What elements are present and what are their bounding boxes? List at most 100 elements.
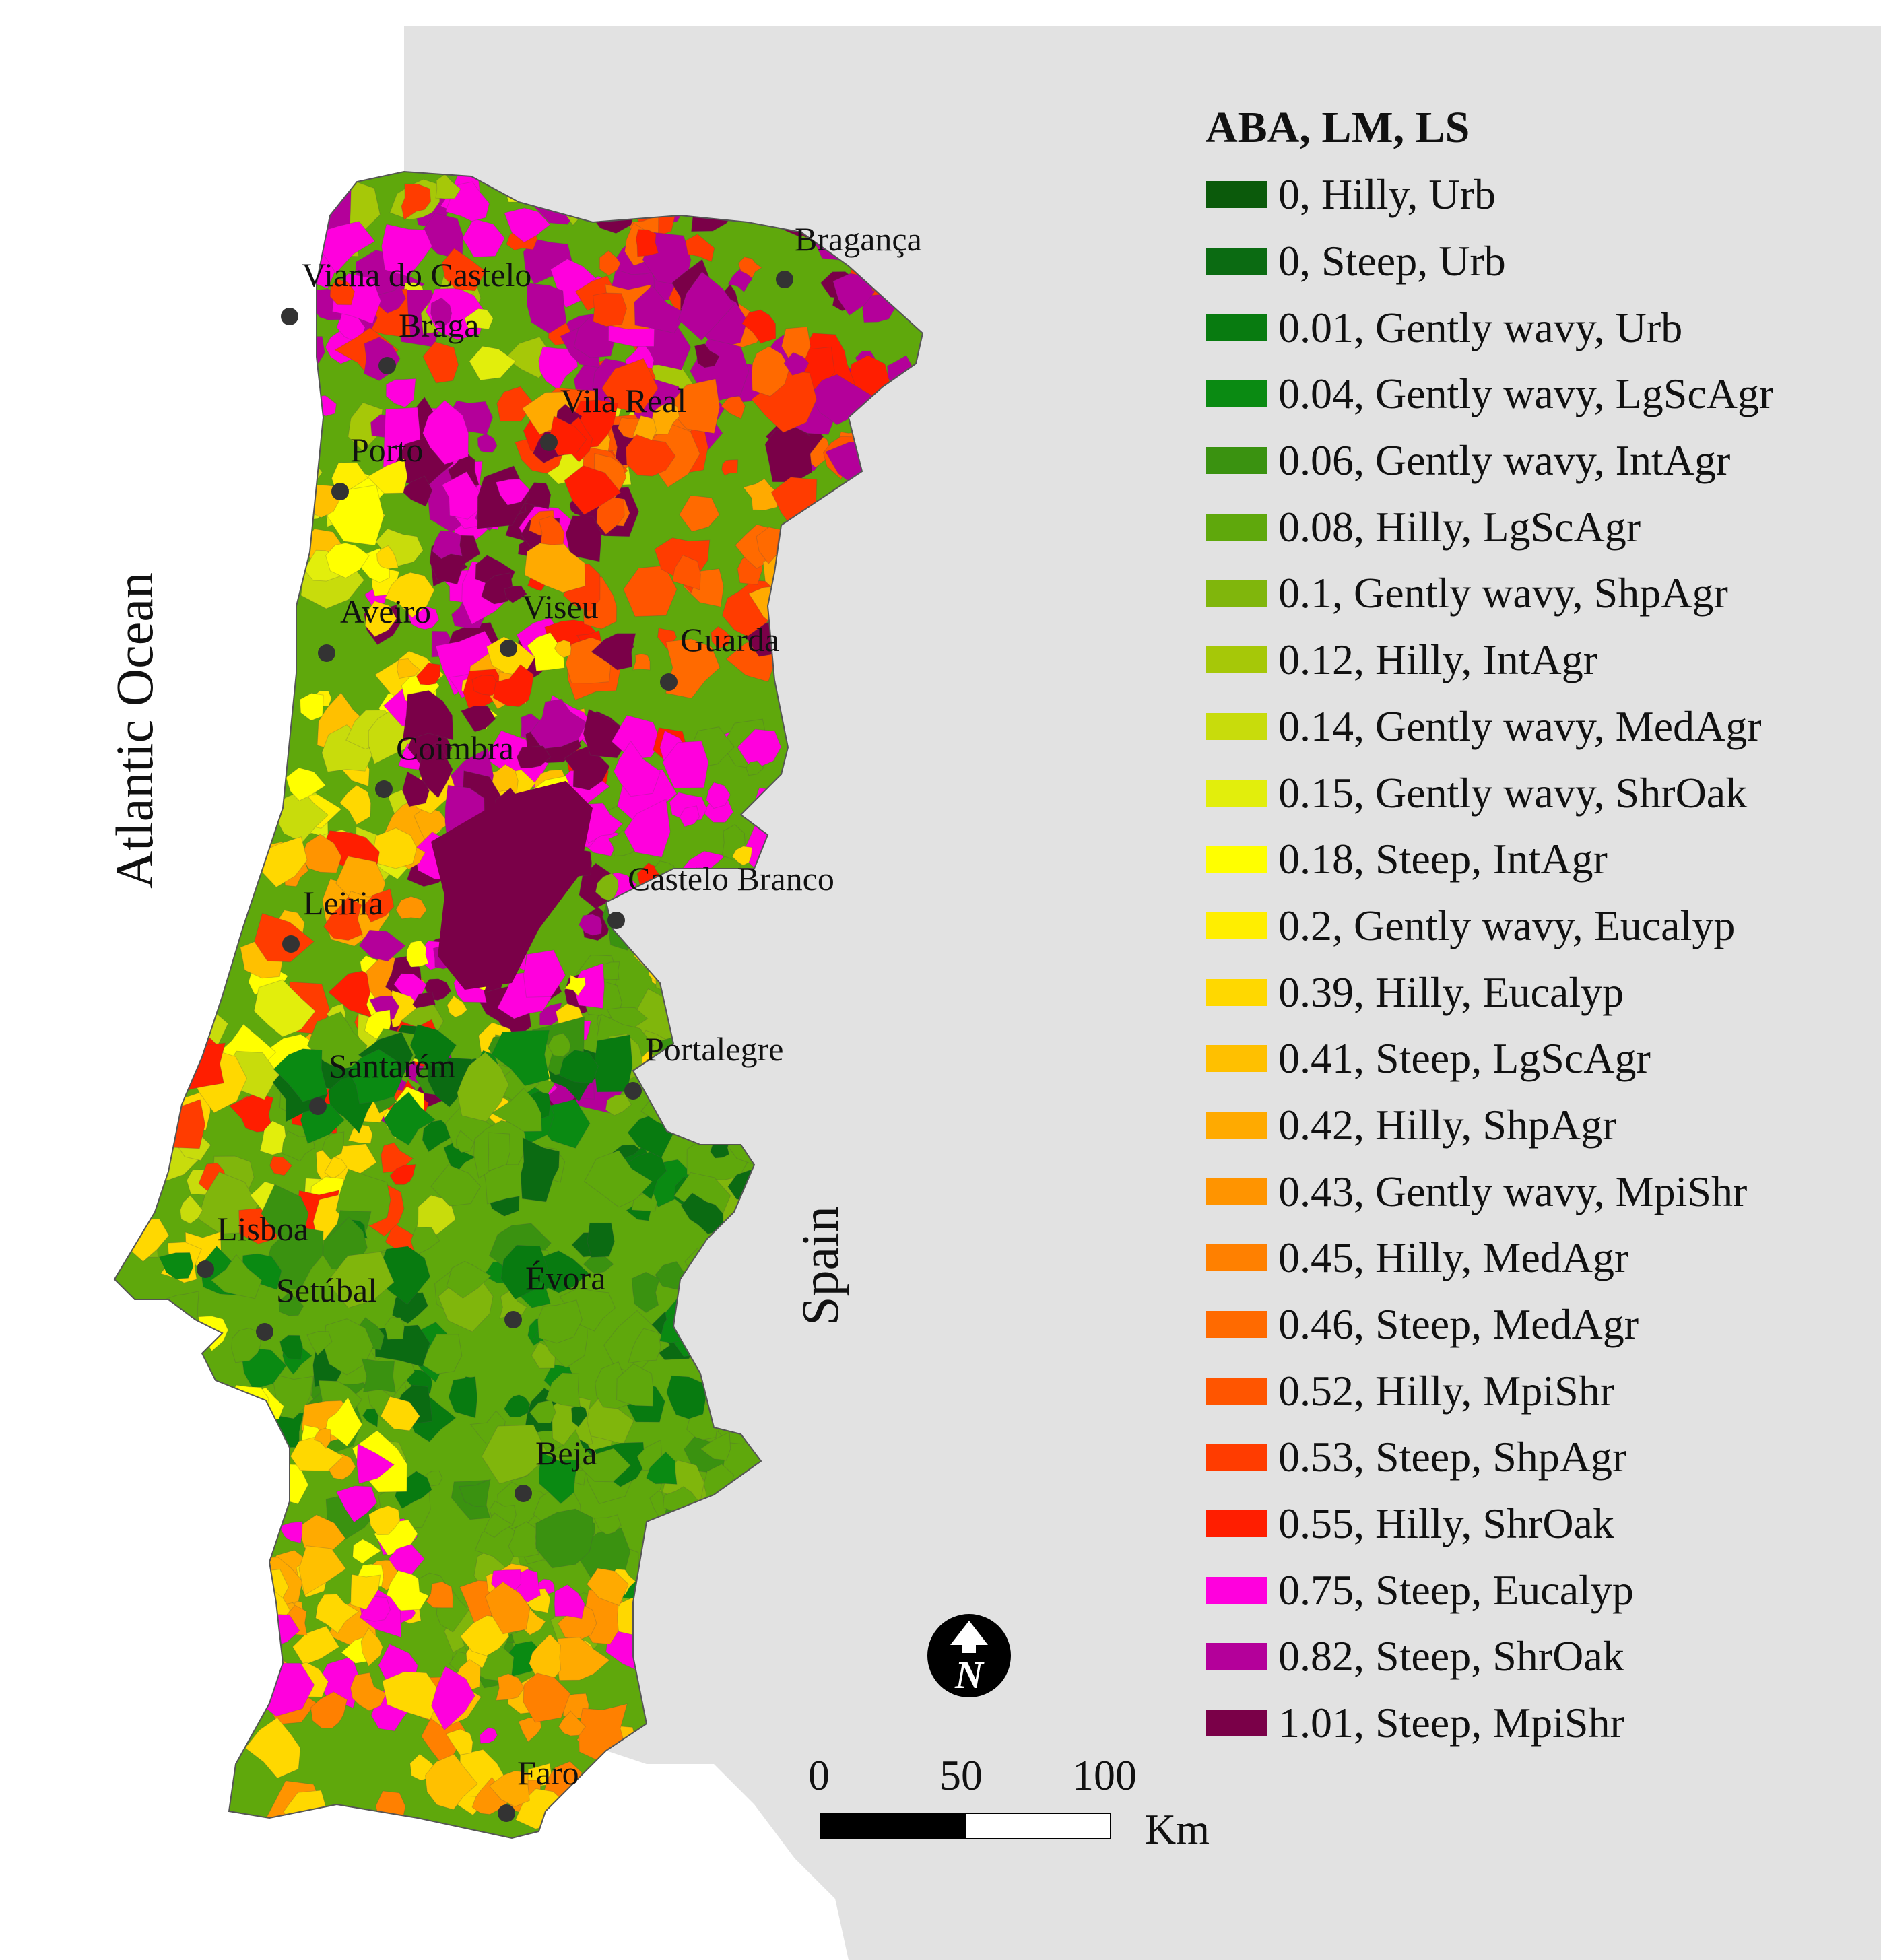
city-dot (378, 357, 396, 374)
city-label: Porto (350, 431, 423, 469)
legend-label: 0.04, Gently wavy, LgScAgr (1278, 370, 1774, 418)
legend-label: 0.43, Gently wavy, MpiShr (1278, 1167, 1748, 1215)
legend-label: 0.18, Steep, IntAgr (1278, 835, 1608, 883)
city-label: Viana do Castelo (302, 256, 531, 294)
legend-label: 0.82, Steep, ShrOak (1278, 1632, 1624, 1681)
city-dot (776, 271, 793, 288)
legend-label: 0, Hilly, Urb (1278, 170, 1496, 219)
city-dot (515, 1485, 532, 1502)
legend-item: 0.2, Gently wavy, Eucalyp (1206, 893, 1872, 959)
legend-swatch (1206, 181, 1267, 209)
legend-swatch (1206, 447, 1267, 475)
legend-swatch (1206, 1444, 1267, 1471)
city-dot (540, 434, 558, 451)
legend-item: 0.42, Hilly, ShpAgr (1206, 1092, 1872, 1159)
city-dot (309, 1097, 327, 1115)
city-label: Braga (399, 306, 479, 344)
legend-swatch (1206, 846, 1267, 873)
city-dot (197, 1260, 214, 1278)
city-dot (256, 1323, 273, 1341)
city-marker: Viana do Castelo (281, 256, 531, 325)
city-label: Guarda (680, 621, 779, 658)
legend-swatch (1206, 380, 1267, 408)
city-marker: Beja (515, 1434, 597, 1502)
legend-label: 0.2, Gently wavy, Eucalyp (1278, 901, 1736, 949)
legend-item: 0.04, Gently wavy, LgScAgr (1206, 361, 1872, 428)
city-marker: Guarda (660, 621, 779, 691)
city-dot (281, 308, 298, 325)
city-dot (375, 780, 393, 798)
legend-swatch (1206, 1710, 1267, 1737)
legend-label: 1.01, Steep, MpiShr (1278, 1699, 1624, 1747)
city-marker: Santarém (309, 1047, 456, 1115)
city-dot (318, 644, 335, 662)
legend-title: ABA, LM, LS (1206, 103, 1470, 152)
legend-item: 0.39, Hilly, Eucalyp (1206, 959, 1872, 1025)
legend-label: 0.1, Gently wavy, ShpAgr (1278, 569, 1728, 617)
city-label: Coimbra (396, 729, 514, 767)
city-label: Beja (535, 1434, 597, 1472)
legend-swatch (1206, 1311, 1267, 1339)
legend-item: 0.52, Hilly, MpiShr (1206, 1357, 1872, 1424)
city-marker: Braga (378, 306, 479, 374)
north-letter: N (954, 1653, 985, 1697)
legend-item: 1.01, Steep, MpiShr (1206, 1690, 1872, 1757)
legend-swatch (1206, 513, 1267, 541)
scale-segment-black (820, 1813, 964, 1839)
scale-segment-white (964, 1813, 1111, 1839)
city-label: Vila Real (560, 382, 686, 419)
city-label: Lisboa (217, 1210, 308, 1248)
city-dot (624, 1082, 642, 1100)
city-dot (504, 1311, 522, 1328)
legend-label: 0.52, Hilly, MpiShr (1278, 1366, 1614, 1415)
legend-label: 0.01, Gently wavy, Urb (1278, 303, 1683, 351)
city-dot (500, 640, 517, 657)
city-label: Faro (517, 1754, 579, 1792)
legend-item: 0.41, Steep, LgScAgr (1206, 1025, 1872, 1092)
legend-label: 0.75, Steep, Eucalyp (1278, 1565, 1634, 1614)
legend-item: 0, Steep, Urb (1206, 228, 1872, 295)
city-marker: Aveiro (318, 593, 431, 662)
city-marker: Viseu (500, 588, 599, 657)
city-dot (331, 483, 349, 500)
city-marker: Coimbra (375, 729, 514, 798)
city-marker: Vila Real (540, 382, 686, 451)
legend-label: 0.55, Hilly, ShrOak (1278, 1499, 1614, 1548)
legend-item: 0.01, Gently wavy, Urb (1206, 294, 1872, 361)
legend: ABA, LM, LS 0, Hilly, Urb 0, Steep, Urb 0.… (1206, 101, 1872, 1757)
scale-bar: 0 50 100 Km (795, 1751, 1212, 1853)
legend-swatch (1206, 646, 1267, 674)
city-label: Castelo Branco (628, 860, 834, 898)
legend-items: 0, Hilly, Urb 0, Steep, Urb 0.01, Gently w… (1206, 162, 1872, 1757)
city-marker: Leiria (282, 884, 383, 953)
legend-label: 0, Steep, Urb (1278, 237, 1506, 285)
scale-unit: Km (1145, 1805, 1210, 1853)
legend-item: 0.43, Gently wavy, MpiShr (1206, 1158, 1872, 1225)
legend-swatch (1206, 1045, 1267, 1073)
legend-swatch (1206, 1510, 1267, 1538)
legend-swatch (1206, 1111, 1267, 1139)
ocean-label: Atlantic Ocean (105, 572, 164, 889)
legend-swatch (1206, 978, 1267, 1006)
city-marker: Portalegre (624, 1030, 783, 1100)
legend-label: 0.39, Hilly, Eucalyp (1278, 968, 1624, 1016)
city-label: Aveiro (340, 593, 431, 630)
legend-item: 0.14, Gently wavy, MedAgr (1206, 694, 1872, 760)
legend-item: 0, Hilly, Urb (1206, 162, 1872, 228)
city-label: Viseu (522, 588, 599, 626)
legend-label: 0.41, Steep, LgScAgr (1278, 1034, 1651, 1083)
city-label: Santarém (329, 1047, 456, 1085)
city-marker: Castelo Branco (607, 860, 834, 929)
city-label: Bragança (795, 220, 922, 258)
legend-label: 0.15, Gently wavy, ShrOak (1278, 768, 1748, 817)
legend-swatch (1206, 314, 1267, 341)
legend-item: 0.46, Steep, MedAgr (1206, 1291, 1872, 1358)
city-marker: Évora (504, 1259, 605, 1328)
city-dot (282, 935, 300, 953)
legend-swatch (1206, 1643, 1267, 1670)
legend-label: 0.14, Gently wavy, MedAgr (1278, 702, 1762, 750)
legend-swatch (1206, 712, 1267, 740)
legend-swatch (1206, 248, 1267, 275)
